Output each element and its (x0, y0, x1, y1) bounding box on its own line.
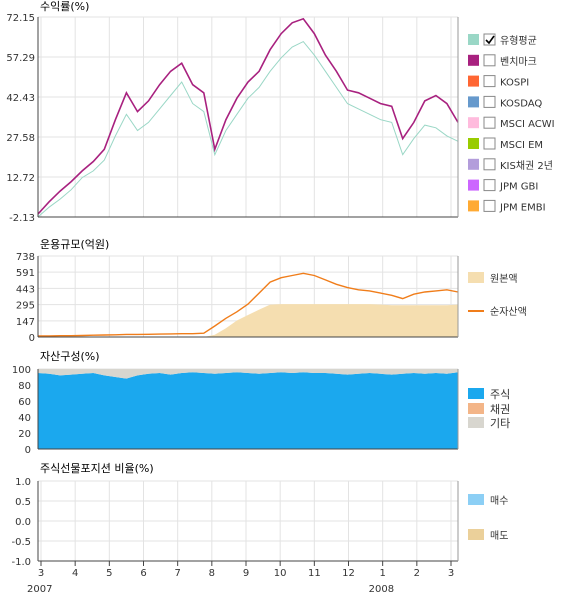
y-tick-label: 100 (12, 365, 31, 376)
legend-checkbox[interactable] (483, 158, 496, 171)
y-tick-label: 72.15 (6, 13, 35, 24)
panel-title: 자산구성(%) (40, 350, 100, 363)
panel-title: 주식선물포지션 비율(%) (40, 462, 154, 475)
legend-checkbox[interactable] (483, 116, 496, 129)
legend-checkbox[interactable] (483, 95, 496, 108)
legend-label: 기타 (490, 417, 510, 430)
legend-checkbox[interactable] (483, 179, 496, 192)
legend-label: JPM GBI (499, 182, 538, 193)
panel-title: 운용규모(억원) (40, 238, 109, 251)
legend-label: MSCI ACWI (500, 119, 555, 130)
legend-label: KIS채권 2년 (500, 160, 553, 172)
legend-label: 벤치마크 (500, 56, 537, 68)
legend-checkbox[interactable] (483, 75, 496, 88)
y-tick-label: 0 (25, 445, 31, 456)
y-tick-label: 443 (16, 284, 35, 295)
y-tick-label: 147 (16, 317, 35, 328)
y-tick-label: -2.13 (9, 213, 35, 224)
y-tick-label: 60 (18, 397, 31, 408)
legend-label: 매도 (490, 530, 508, 542)
y-tick-label: 40 (18, 413, 31, 424)
y-tick-label: -1.0 (11, 557, 31, 568)
series-line (37, 40, 459, 218)
y-tick-label: 1.0 (15, 477, 31, 488)
legend-label: KOSPI (500, 78, 529, 89)
x-tick-label: 11 (308, 568, 321, 579)
y-tick-label: -0.5 (11, 537, 31, 548)
legend-checkbox[interactable] (483, 33, 496, 46)
y-tick-label: 57.29 (6, 53, 35, 64)
x-tick-label: 3 (448, 568, 454, 579)
y-tick-label: 12.72 (6, 173, 35, 184)
legend-swatch (468, 75, 479, 87)
legend-swatch (468, 54, 479, 66)
legend-swatch (468, 158, 479, 170)
legend-label: 순자산액 (490, 306, 527, 318)
legend-swatch (468, 529, 484, 540)
x-tick-label: 8 (209, 568, 215, 579)
x-tick-label: 3 (38, 568, 44, 579)
y-tick-label: 0.0 (15, 517, 31, 528)
x-tick-label: 9 (243, 568, 249, 579)
legend-label: 주식 (490, 388, 510, 401)
area-original-amount (38, 304, 458, 337)
series-line (37, 17, 459, 215)
legend-swatch (468, 138, 479, 149)
legend-label: 매수 (490, 495, 508, 507)
x-year-label: 2007 (27, 584, 52, 595)
legend-swatch (468, 494, 484, 505)
x-year-label: 2008 (369, 584, 394, 595)
legend-label: MSCI EM (500, 140, 543, 151)
y-tick-label: 295 (16, 301, 35, 312)
legend-swatch (468, 96, 479, 108)
area-stock (38, 372, 458, 449)
legend-swatch (468, 403, 484, 414)
y-tick-label: 591 (16, 268, 35, 279)
legend-label: 채권 (490, 403, 510, 416)
y-tick-label: 80 (18, 381, 31, 392)
x-tick-label: 1 (379, 568, 385, 579)
legend-swatch (468, 417, 484, 428)
legend-swatch (468, 34, 479, 45)
x-tick-label: 7 (174, 568, 180, 579)
y-tick-label: 0 (29, 333, 35, 344)
legend-swatch (468, 200, 479, 212)
line-net-assets (38, 272, 459, 337)
x-tick-label: 12 (342, 568, 355, 579)
legend-swatch (468, 117, 479, 129)
area-other (38, 369, 458, 379)
legend-label: JPM EMBI (499, 202, 546, 213)
y-tick-label: 27.58 (6, 133, 35, 144)
legend-swatch (468, 179, 479, 191)
legend-checkbox[interactable] (483, 199, 496, 212)
y-tick-label: 738 (16, 252, 35, 263)
y-tick-label: 0.5 (15, 497, 31, 508)
x-tick-label: 4 (72, 568, 78, 579)
y-tick-label: 20 (18, 429, 31, 440)
legend-label: 유형평균 (500, 35, 537, 47)
legend-label: 원본액 (490, 273, 518, 285)
y-tick-label: 42.43 (6, 93, 35, 104)
x-tick-label: 2 (414, 568, 420, 579)
x-tick-label: 6 (140, 568, 146, 579)
legend-checkbox[interactable] (483, 54, 496, 67)
legend-swatch (468, 272, 484, 283)
x-tick-label: 5 (106, 568, 112, 579)
legend-label: KOSDAQ (500, 98, 542, 109)
legend-swatch (468, 388, 484, 399)
x-tick-label: 10 (274, 568, 287, 579)
legend-checkbox[interactable] (483, 137, 496, 150)
panel-title: 수익률(%) (40, 0, 89, 13)
legend-checkmark-icon (485, 35, 495, 45)
